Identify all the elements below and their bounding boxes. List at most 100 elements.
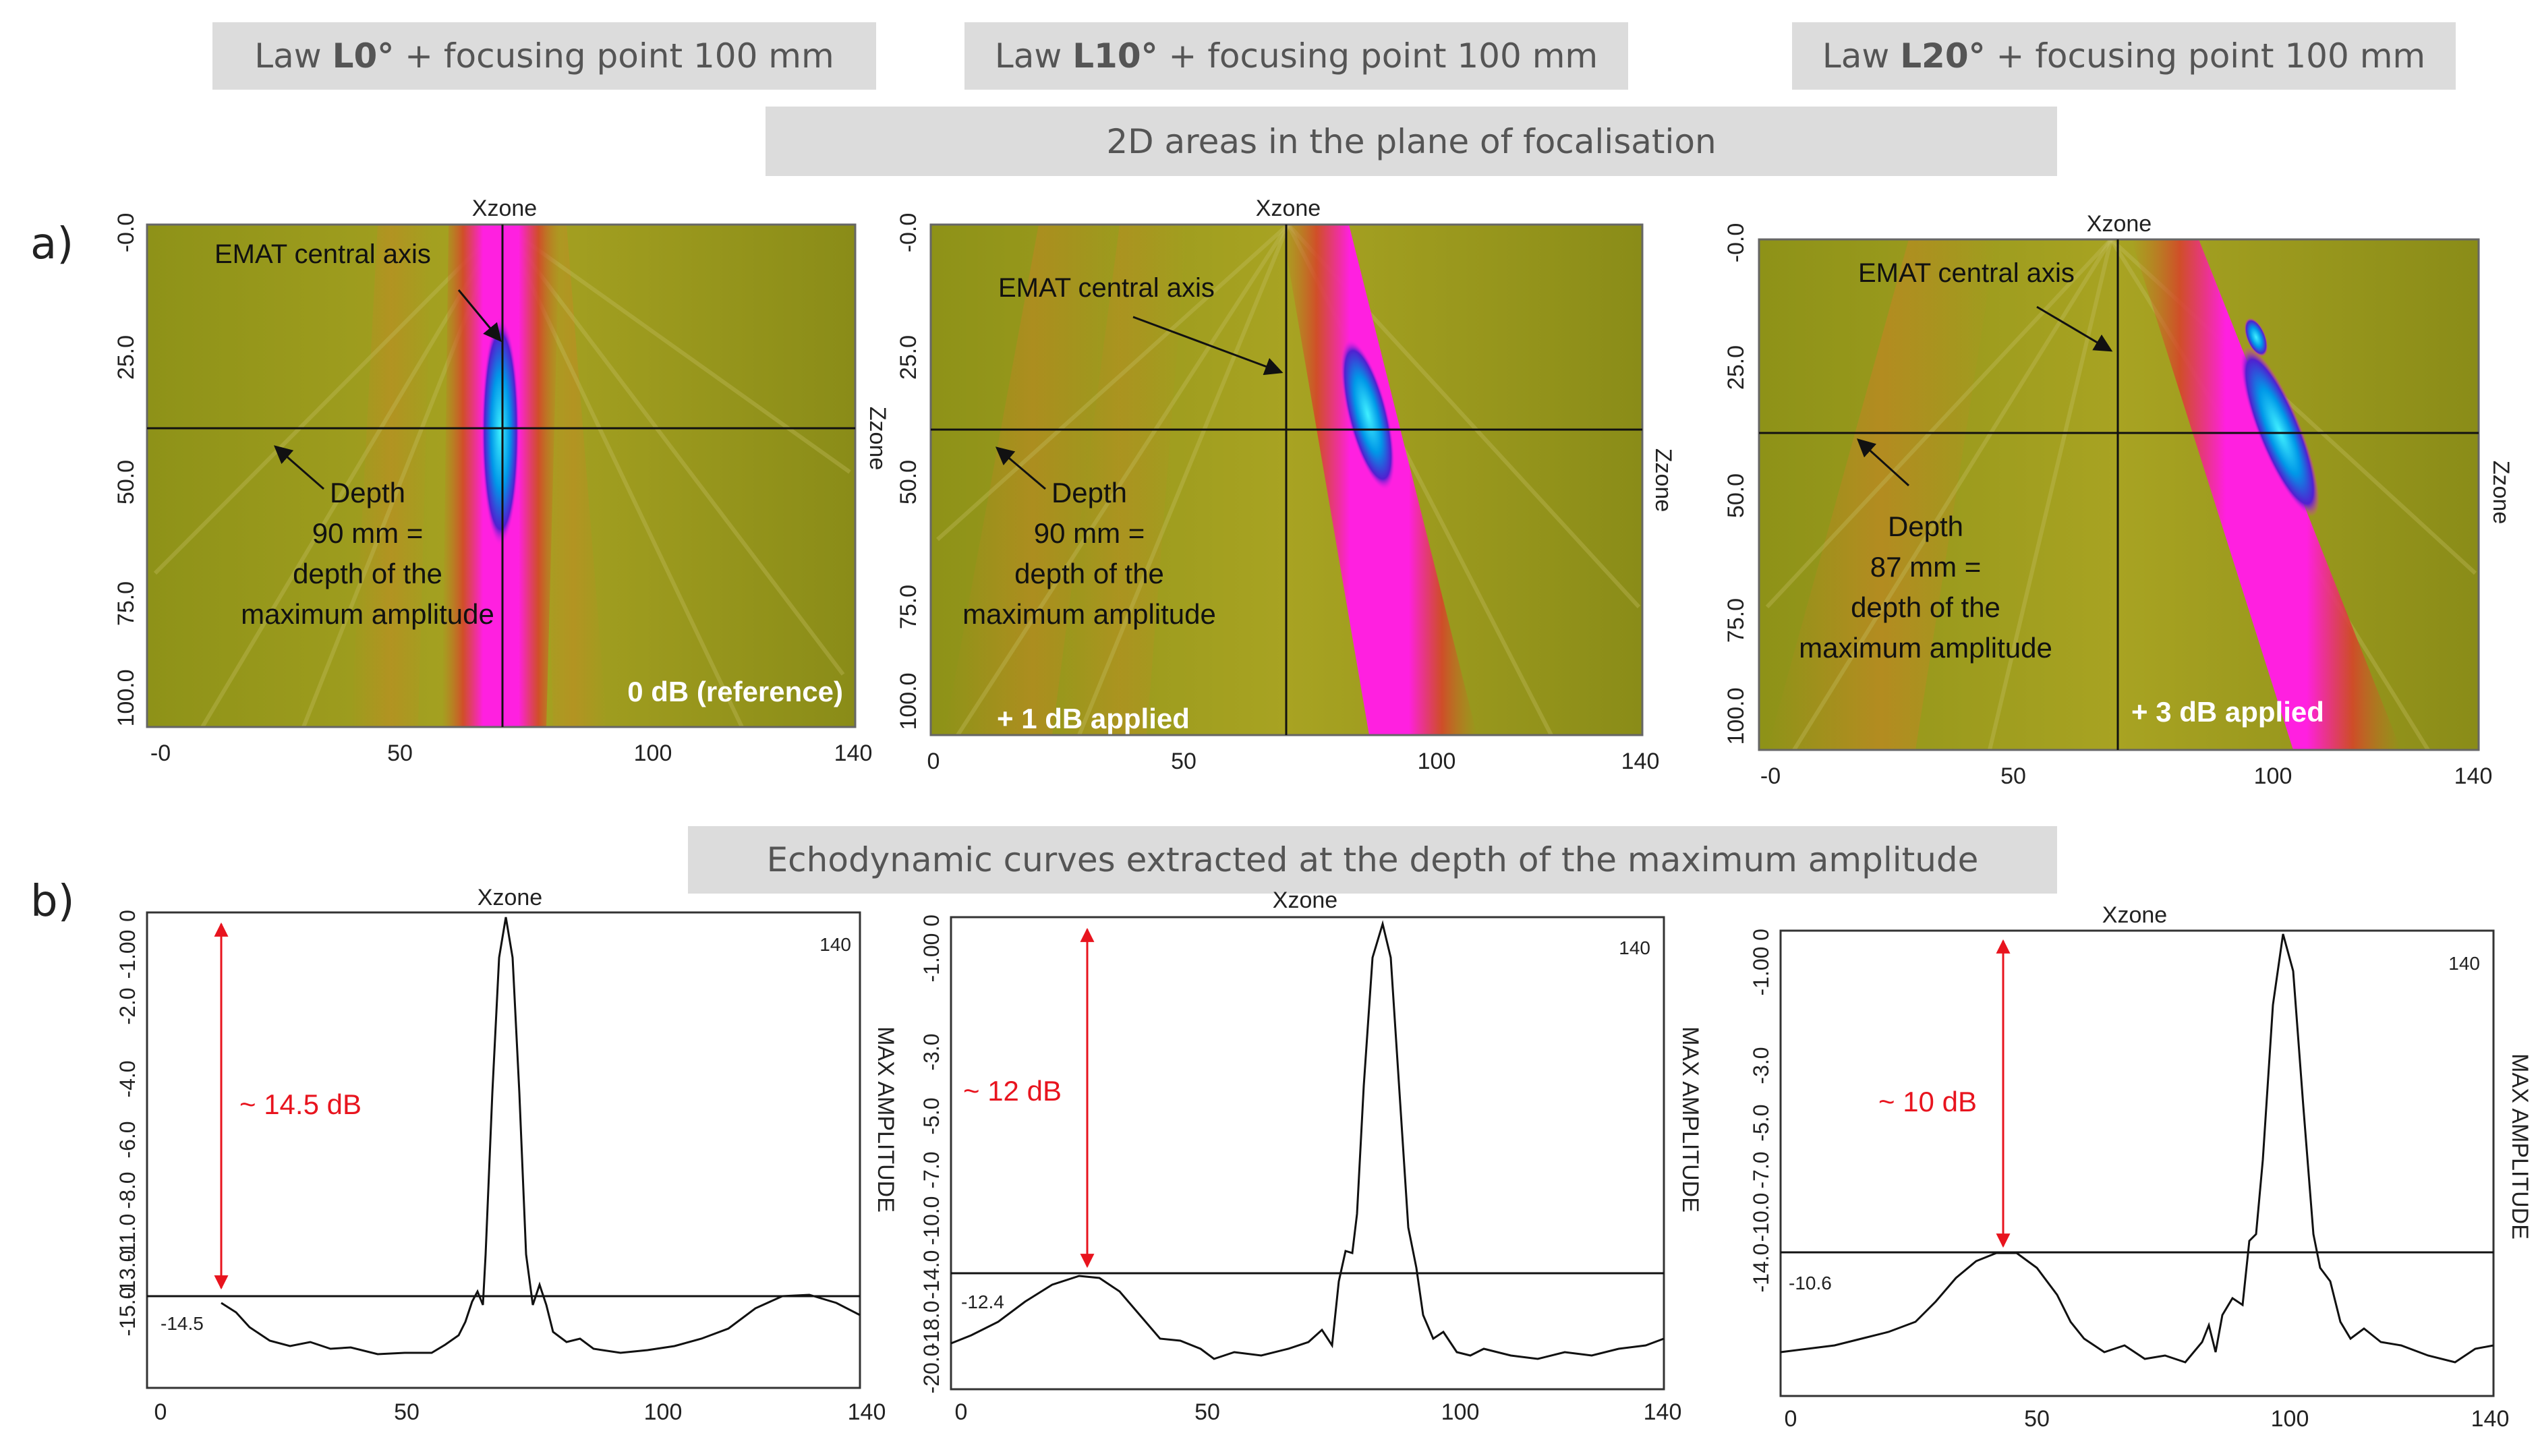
curve-1-xzone-label: Xzone	[478, 885, 542, 910]
map-3-depth-arrow	[1856, 438, 1910, 487]
map-3-depth-note: Depth 87 mm = depth of the maximum ampli…	[1799, 511, 2052, 664]
panel-label-b: b)	[30, 877, 75, 927]
map-1: Xzone Zzone -0.0 25.0 50.0 75.0 100.0 -0…	[113, 196, 890, 766]
map-3-z-tick-75: 75.0	[1723, 598, 1749, 643]
curve-3-x-tick-140: 140	[2471, 1406, 2510, 1432]
map-1-x-tick-140: 140	[834, 740, 873, 766]
curve-2-y-tick-0: 0	[919, 914, 944, 927]
map-1-depth-note: Depth 90 mm = depth of the maximum ampli…	[241, 477, 494, 630]
curve-1-x-ticks: 0 50 100 140	[154, 1399, 886, 1425]
curve-3-baseline-label: -10.6	[1789, 1273, 1832, 1293]
curve-1-x-tick-0: 0	[154, 1399, 167, 1425]
curve-3-top-label: 140	[2448, 953, 2480, 974]
curve-2-x-ticks: 0 50 100 140	[955, 1399, 1682, 1425]
map-2-depth-line-1: Depth	[1051, 477, 1127, 508]
map-2-x-tick-0: 0	[927, 749, 940, 774]
panel-label-a: a)	[30, 219, 74, 269]
map-1-gain: 0 dB (reference)	[627, 676, 843, 707]
map-1-z-tick-25: 25.0	[113, 335, 139, 380]
curve-2-x-tick-100: 100	[1441, 1399, 1480, 1425]
curve-1-delta-label: ~ 14.5 dB	[239, 1088, 362, 1120]
map-2-z-tick-75: 75.0	[896, 585, 921, 629]
map-1-depth-line-1: Depth	[330, 477, 405, 508]
curve-2-max-amplitude-label: MAX AMPLITUDE	[1677, 1026, 1703, 1213]
curve-3-delta-label: ~ 10 dB	[1878, 1086, 1977, 1117]
map-3-depth-line-1: Depth	[1888, 511, 1963, 542]
map-2-x-ticks: 0 50 100 140	[927, 749, 1660, 774]
curve-3-xzone-label: Xzone	[2102, 902, 2167, 928]
map-1-z-ticks: -0.0 25.0 50.0 75.0 100.0	[113, 213, 139, 727]
map-2-depth-line-3: depth of the	[1014, 558, 1164, 589]
map-3-gain: + 3 dB applied	[2131, 696, 2324, 728]
curve-1-baseline-label: -14.5	[161, 1313, 204, 1334]
banner-law-l20: Law L20° + focusing point 100 mm	[1792, 22, 2456, 90]
map-2-z-tick-25: 25.0	[896, 335, 921, 380]
map-1-depth-arrow	[273, 445, 324, 490]
map-3-z-tick-25: 25.0	[1723, 345, 1749, 390]
curve-1-max-amplitude-label: MAX AMPLITUDE	[873, 1026, 898, 1213]
curve-1-y-ticks: 0 -1.00 -2.0 -4.0 -6.0 -8.0 -11.0 -13.0 …	[115, 910, 140, 1336]
map-1-zzone-label: Zzone	[865, 407, 890, 471]
map-1-x-tick-50: 50	[387, 740, 413, 766]
map-2-x-tick-100: 100	[1418, 749, 1456, 774]
map-2-axis-label: EMAT central axis	[998, 273, 1215, 303]
curve-2-y-tick-8: -20.0	[919, 1345, 944, 1394]
curve-3-x-tick-50: 50	[2024, 1406, 2050, 1432]
map-2-z-ticks: -0.0 25.0 50.0 75.0 100.0	[896, 213, 921, 730]
map-2-z-tick-0: -0.0	[896, 213, 921, 253]
map-1-z-tick-75: 75.0	[113, 581, 139, 626]
curve-2-x-tick-140: 140	[1644, 1399, 1682, 1425]
map-3-depth-line-4: maximum amplitude	[1799, 632, 2052, 664]
map-1-axis-arrow	[457, 289, 502, 343]
curve-3-x-ticks: 0 50 100 140	[1785, 1406, 2510, 1432]
curve-3-x-tick-0: 0	[1785, 1406, 1797, 1432]
map-3-axis-arrow	[2036, 305, 2113, 352]
banner-law-l20-bold: L20°	[1900, 36, 1986, 76]
map-2-gain: + 1 dB applied	[997, 703, 1190, 734]
banner-law-l0-suffix: + focusing point 100 mm	[394, 36, 834, 76]
curve-1-y-tick-5: -8.0	[115, 1171, 140, 1209]
map-3-axis-label: EMAT central axis	[1858, 258, 2075, 288]
curve-3-y-tick-3: -5.0	[1749, 1104, 1773, 1141]
curve-2-y-tick-7: -18.0	[919, 1301, 944, 1350]
banner-law-l10-suffix: + focusing point 100 mm	[1157, 36, 1598, 76]
curve-2-top-label: 140	[1619, 937, 1650, 958]
curve-1-y-tick-8: -15.0	[115, 1287, 140, 1337]
map-1-x-tick-100: 100	[634, 740, 672, 766]
banner-law-l20-prefix: Law	[1822, 36, 1901, 76]
map-3-zzone-label: Zzone	[2488, 461, 2514, 525]
curve-2-y-tick-4: -7.0	[919, 1151, 944, 1188]
map-2-depth-note: Depth 90 mm = depth of the maximum ampli…	[962, 477, 1216, 630]
curve-1-y-tick-7: -13.0	[115, 1250, 140, 1300]
curve-1-y-tick-6: -11.0	[115, 1214, 140, 1262]
curve-3-echo-line	[1780, 933, 2494, 1364]
map-3-beam	[2131, 239, 2401, 750]
curve-1-y-tick-0: 0	[115, 910, 140, 922]
map-1-depth-line-3: depth of the	[293, 558, 442, 589]
map-3-x-tick-140: 140	[2454, 763, 2493, 789]
curve-3-y-tick-5: -10.0	[1749, 1193, 1773, 1242]
map-3-x-tick-50: 50	[2000, 763, 2026, 789]
map-3-x-ticks: -0 50 100 140	[1760, 763, 2492, 789]
curve-3-y-tick-1: -1.00	[1749, 947, 1773, 996]
curve-1-echo-line	[221, 916, 861, 1356]
curve-2-x-tick-0: 0	[955, 1399, 968, 1425]
curve-2: Xzone 140 -12.4 MAX AMPLITUDE 0 -1.00 -3…	[919, 887, 1703, 1425]
map-1-axis-label: EMAT central axis	[214, 239, 431, 269]
map-1-z-tick-0: -0.0	[113, 213, 139, 253]
map-3-z-tick-0: -0.0	[1723, 223, 1749, 263]
curve-2-baseline-label: -12.4	[961, 1291, 1004, 1312]
curve-1-x-tick-50: 50	[394, 1399, 420, 1425]
map-1-depth-line-4: maximum amplitude	[241, 598, 494, 630]
map-3-focal-spot	[2240, 347, 2319, 517]
banner-law-l0: Law L0° + focusing point 100 mm	[212, 22, 876, 90]
curve-3-x-tick-100: 100	[2271, 1406, 2309, 1432]
curve-3-y-tick-0: 0	[1749, 929, 1773, 941]
curve-2-y-tick-5: -10.0	[919, 1196, 944, 1246]
map-2-xzone-label: Xzone	[1256, 196, 1321, 221]
map-3-x-tick-100: 100	[2254, 763, 2292, 789]
map-3: Xzone Zzone -0.0 25.0 50.0 75.0 100.0 -0…	[1723, 211, 2514, 789]
map-2-z-tick-100: 100.0	[896, 672, 921, 730]
curve-2-x-tick-50: 50	[1194, 1399, 1220, 1425]
